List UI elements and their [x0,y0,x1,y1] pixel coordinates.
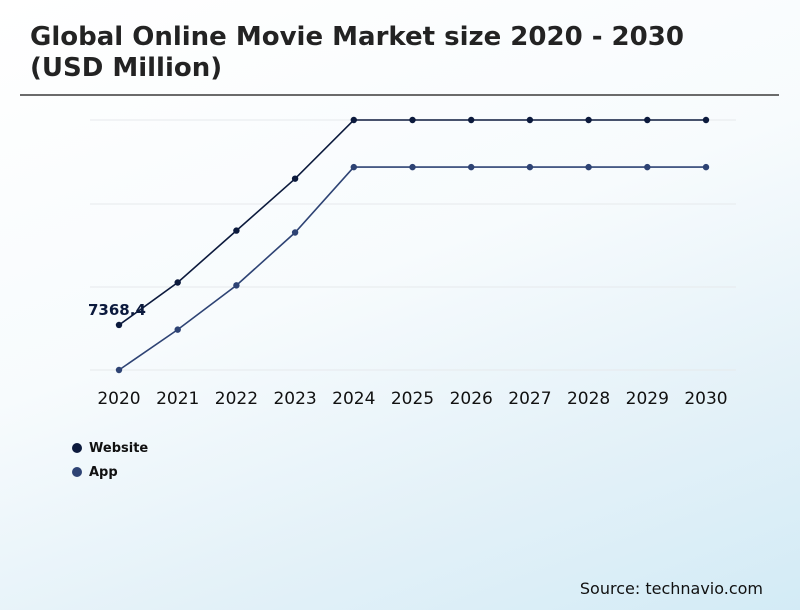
data-point-app [174,326,181,333]
legend-marker-website [72,443,82,453]
x-axis-ticks: 2020 2021 2022 2023 2024 2025 2026 2027 2028 2029… [97,389,727,409]
x-tick-label: 2029 [626,389,669,409]
chart-title: Global Online Movie Market size 2020 - 2… [30,22,684,83]
data-point-app [526,163,534,171]
x-tick-label: 2020 [97,389,140,409]
legend-label-app: App [89,464,118,480]
data-point-app [115,366,123,374]
x-tick-label: 2021 [156,389,199,409]
data-point-website [409,116,416,124]
x-tick-label: 2027 [508,389,551,409]
data-point-website [174,279,181,286]
x-tick-label: 2022 [215,389,258,409]
data-point-website [644,116,651,124]
data-point-website [526,116,534,124]
data-point-website [291,175,299,182]
data-labels: 7368.4 [88,301,146,319]
title-divider [20,94,779,96]
x-tick-label: 2023 [273,389,316,409]
data-point-app [585,163,592,171]
data-point-website [468,116,475,124]
data-point-app [644,163,651,171]
series-line-app [118,166,706,371]
legend-label-website: Website [89,440,149,456]
data-point-app [233,282,240,289]
data-point-website [350,116,357,124]
legend-marker-app [72,467,82,477]
data-point-website [585,116,592,124]
legend-item-website: Website [72,436,148,460]
x-tick-label: 2026 [450,389,493,409]
x-tick-label: 2028 [567,389,610,409]
data-point-app [468,163,475,171]
x-tick-label: 2030 [684,389,727,409]
data-point-app [702,163,710,171]
x-tick-label: 2025 [391,389,434,409]
data-point-app [350,163,357,171]
data-point-app [291,229,299,236]
data-point-website [115,321,123,329]
data-point-app [409,163,416,171]
source-note: Source: technavio.com [579,579,763,598]
legend-item-app: App [72,460,148,484]
legend: Website App [72,436,148,484]
data-point-website [233,227,240,234]
x-tick-label: 2024 [332,389,375,409]
series-lines [115,116,710,374]
gridlines [90,119,736,371]
data-point-website [702,116,710,124]
data-label: 7368.4 [88,301,146,319]
series-line-website [118,119,706,326]
